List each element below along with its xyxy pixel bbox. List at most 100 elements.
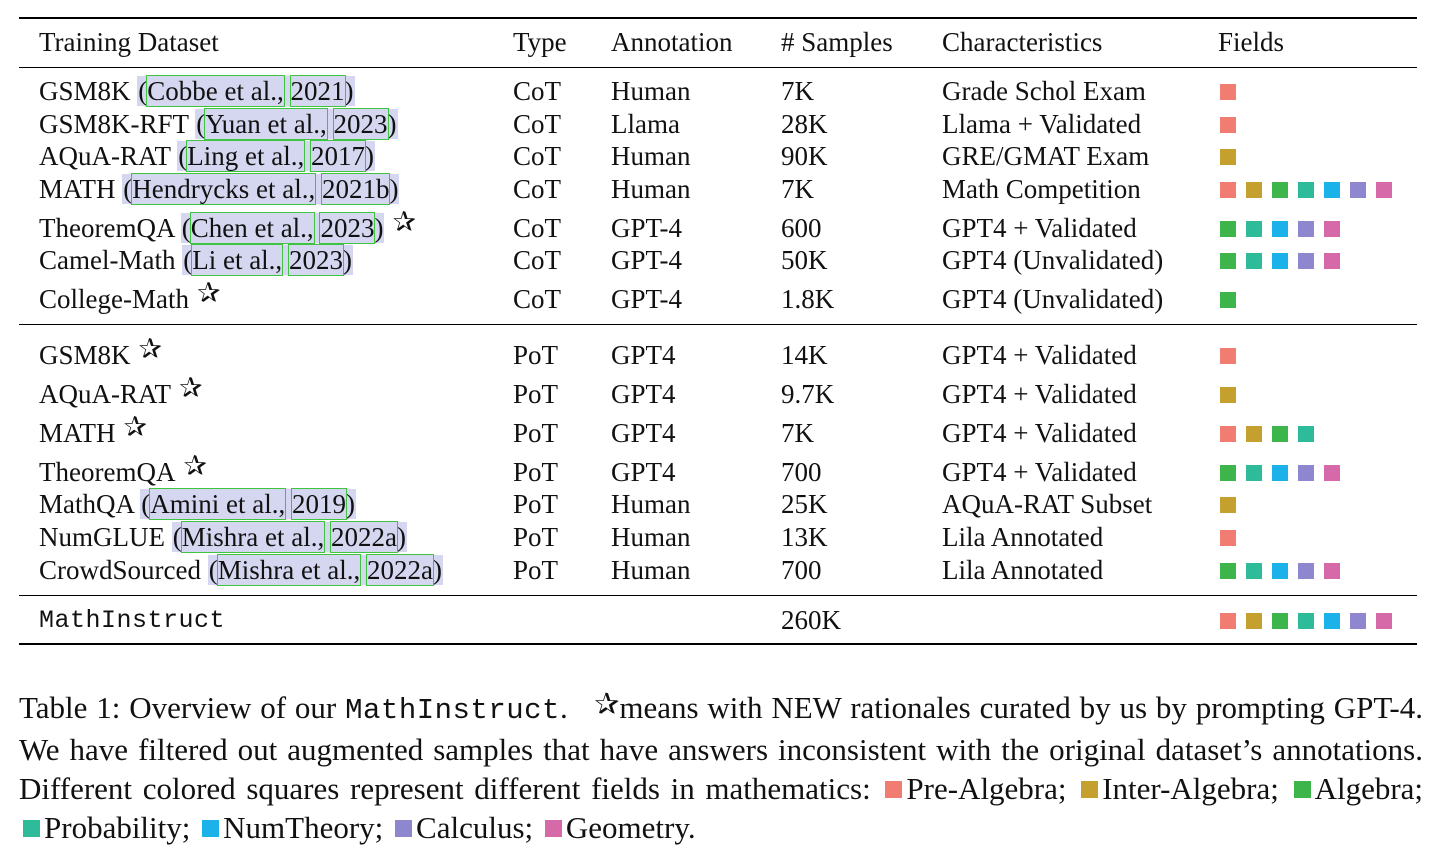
citation-author: Hendrycks et al.,	[131, 173, 317, 205]
row-type: CoT	[513, 174, 562, 204]
table-row: MATH (Hendrycks et al., 2021b) CoT Human 7K…	[0, 173, 1438, 205]
citation-author: Li et al.,	[191, 244, 284, 276]
row-annotation: Human	[611, 555, 691, 585]
legend-square-algebra	[1293, 781, 1311, 798]
row-characteristics: GPT4 (Unvalidated)	[942, 284, 1164, 314]
star-icon: ✰	[138, 332, 162, 365]
dataset-label: TheoremQA	[39, 457, 176, 487]
citation-author: Yuan et al.,	[204, 108, 328, 140]
row-fields	[1220, 465, 1340, 481]
field-square-pre-algebra	[1220, 426, 1236, 442]
field-square-calculus	[1350, 182, 1366, 198]
citation: (Ling et al., 2017)	[177, 140, 375, 172]
row-fields	[1220, 387, 1236, 403]
row-fields	[1220, 253, 1340, 269]
star-icon: ✰	[594, 687, 620, 722]
citation-author: Mishra et al.,	[180, 521, 326, 553]
dataset-label: AQuA-RAT	[39, 379, 171, 409]
table-row: Camel-Math (Li et al., 2023) CoT GPT-4 50K G…	[0, 244, 1438, 276]
caption-mono: MathInstruct	[345, 694, 560, 727]
field-square-pre-algebra	[1220, 182, 1236, 198]
field-square-probability	[1298, 182, 1314, 198]
row-type: CoT	[513, 245, 562, 275]
field-square-numtheory	[1272, 465, 1288, 481]
row-type: CoT	[513, 76, 562, 106]
row-samples: 13K	[781, 522, 828, 552]
total-name: MathInstruct	[39, 606, 226, 635]
dataset-name: GSM8K-RFT (Yuan et al., 2023)	[39, 108, 398, 140]
row-type: PoT	[513, 340, 559, 370]
header-characteristics: Characteristics	[942, 27, 1103, 57]
row-fields	[1220, 426, 1314, 442]
table-row: GSM8K-RFT (Yuan et al., 2023) CoT Llama 28K…	[0, 108, 1438, 140]
field-square-pre-algebra	[1220, 117, 1236, 133]
legend-label: Calculus;	[416, 810, 534, 845]
citation: (Li et al., 2023)	[182, 244, 353, 276]
field-square-inter-algebra	[1220, 387, 1236, 403]
row-characteristics: GRE/GMAT Exam	[942, 141, 1150, 171]
row-annotation: GPT-4	[611, 284, 683, 314]
row-characteristics: GPT4 + Validated	[942, 340, 1137, 370]
row-type: PoT	[513, 522, 559, 552]
legend-label: Probability;	[44, 810, 191, 845]
citation-author: Cobbe et al.,	[146, 75, 285, 107]
row-characteristics: GPT4 + Validated	[942, 457, 1137, 487]
legend-label: Inter-Algebra;	[1102, 771, 1279, 806]
table-row: College-Math ✰ CoT GPT-4 1.8K GPT4 (Unvalidat…	[0, 277, 1438, 315]
row-characteristics: Grade Schol Exam	[942, 76, 1146, 106]
table-row: CrowdSourced (Mishra et al., 2022a) PoT Hu…	[0, 554, 1438, 586]
table-row: GSM8K ✰ PoT GPT4 14K GPT4 + Validated	[0, 333, 1438, 371]
legend-label: Pre-Algebra;	[906, 771, 1067, 806]
caption-text-2: .	[559, 690, 568, 725]
row-fields	[1220, 221, 1340, 237]
row-characteristics: Llama + Validated	[942, 109, 1142, 139]
row-samples: 600	[781, 213, 822, 243]
row-annotation: GPT4	[611, 418, 676, 448]
citation-year: 2022a	[365, 554, 434, 586]
dataset-name: MathQA (Amini et al., 2019)	[39, 488, 356, 520]
row-samples: 700	[781, 457, 822, 487]
legend-square-inter-algebra	[1081, 781, 1099, 798]
table-caption: Table 1: Overview of our MathInstruct. ✰…	[19, 687, 1423, 847]
citation-year: 2023	[287, 244, 344, 276]
row-annotation: GPT-4	[611, 245, 683, 275]
dataset-label: GSM8K	[39, 340, 131, 370]
citation-year: 2017	[309, 140, 366, 172]
row-characteristics: GPT4 + Validated	[942, 379, 1137, 409]
caption-label: Table 1:	[19, 690, 121, 725]
star-icon: ✰	[183, 449, 207, 482]
field-square-geometry	[1324, 563, 1340, 579]
field-square-pre-algebra	[1220, 348, 1236, 364]
citation: (Yuan et al., 2023)	[195, 108, 398, 140]
star-icon: ✰	[392, 205, 416, 238]
field-square-numtheory	[1272, 221, 1288, 237]
citation-author: Ling et al.,	[186, 140, 306, 172]
citation: (Amini et al., 2019)	[140, 488, 356, 520]
dataset-name: Camel-Math (Li et al., 2023)	[39, 244, 353, 276]
table-bottom-rule	[19, 643, 1417, 645]
header-dataset: Training Dataset	[39, 27, 219, 57]
row-samples: 28K	[781, 109, 828, 139]
row-characteristics: GPT4 + Validated	[942, 418, 1137, 448]
row-samples: 7K	[781, 174, 814, 204]
table-row: GSM8K (Cobbe et al., 2021) CoT Human 7K Grad…	[0, 75, 1438, 107]
field-square-probability	[1246, 253, 1262, 269]
dataset-label: MATH	[39, 174, 116, 204]
citation-author: Mishra et al.,	[216, 554, 362, 586]
field-square-probability	[1298, 613, 1314, 629]
legend-square-numtheory	[202, 820, 220, 837]
field-square-algebra	[1272, 613, 1288, 629]
section-rule-cot-pot	[19, 324, 1417, 326]
dataset-label: College-Math	[39, 284, 189, 314]
field-square-calculus	[1298, 465, 1314, 481]
row-type: CoT	[513, 109, 562, 139]
dataset-label: CrowdSourced	[39, 555, 201, 585]
dataset-label: NumGLUE	[39, 522, 165, 552]
citation-author: Amini et al.,	[149, 488, 287, 520]
dataset-name: TheoremQA ✰	[39, 450, 207, 488]
field-square-algebra	[1220, 292, 1236, 308]
field-square-pre-algebra	[1220, 613, 1236, 629]
field-square-inter-algebra	[1246, 182, 1262, 198]
row-characteristics: GPT4 + Validated	[942, 213, 1137, 243]
field-square-calculus	[1298, 221, 1314, 237]
